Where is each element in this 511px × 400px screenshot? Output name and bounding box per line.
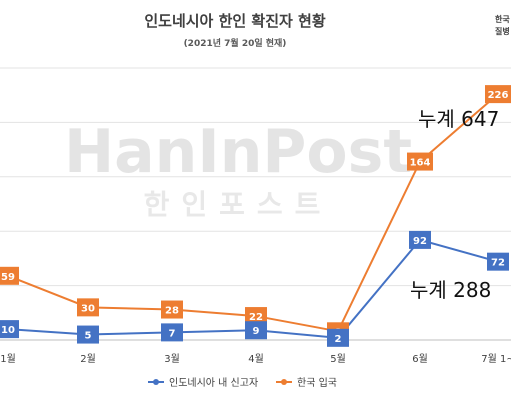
x-tick-label: 4월: [248, 353, 264, 365]
data-label-orange: 59: [1, 272, 15, 283]
data-point-blue: [327, 328, 349, 347]
data-point-orange: [485, 85, 511, 104]
data-point-blue: [245, 321, 267, 340]
data-point-orange: [161, 300, 183, 319]
x-tick-label: 3월: [164, 353, 180, 365]
data-point-blue: [161, 323, 183, 342]
data-label-blue: 92: [413, 236, 427, 247]
x-tick-label: 1월: [0, 353, 16, 365]
legend: 인도네시아 내 신고자 한국 입국: [148, 376, 337, 389]
chart-subtitle: (2021년 7월 20일 현재): [184, 37, 287, 49]
data-label-blue: 2: [335, 334, 342, 345]
x-tick-label: 2월: [80, 353, 96, 365]
legend-blue-label: 인도네시아 내 신고자: [169, 377, 258, 389]
data-label-orange: 226: [488, 90, 509, 101]
watermark-sub: 한인포스트: [144, 188, 333, 221]
data-point-orange: [77, 298, 99, 317]
data-label-orange: 164: [410, 158, 431, 169]
data-label-orange: 28: [165, 306, 179, 317]
legend-orange-marker: [281, 379, 287, 385]
data-label-blue: 72: [491, 258, 505, 269]
data-point-blue: [487, 252, 509, 271]
data-label-blue: 10: [1, 325, 15, 336]
x-axis-ticks: 1월 2월 3월 4월 5월 6월 7월 1~: [0, 353, 511, 365]
data-label-blue: 9: [253, 326, 260, 337]
series-layer: 5930282281642261057929272: [0, 85, 511, 347]
gridlines: [0, 67, 511, 341]
annotation-total-blue: 누계 288: [410, 278, 491, 302]
legend-blue-marker: [153, 379, 159, 385]
source-line-2: 질병: [495, 26, 510, 36]
annotation-total-orange: 누계 647: [418, 107, 499, 131]
data-label-orange: 30: [81, 303, 95, 314]
data-point-orange: [407, 152, 433, 171]
data-label-orange: 22: [249, 312, 263, 323]
x-tick-label: 5월: [330, 353, 346, 365]
data-label-blue: 7: [169, 328, 176, 339]
data-point-orange: [245, 307, 267, 326]
legend-orange-label: 한국 입국: [297, 376, 337, 389]
x-tick-label: 7월 1~: [481, 353, 511, 365]
data-point-blue: [409, 230, 431, 249]
watermark-main: HanInPost: [64, 117, 412, 187]
data-point-blue: [77, 325, 99, 344]
data-point-blue: [0, 320, 19, 339]
source-line-1: 한국: [495, 14, 510, 24]
data-label-blue: 5: [85, 331, 92, 342]
x-tick-label: 6월: [412, 353, 428, 365]
data-point-orange: [0, 266, 19, 285]
watermark: HanInPost 한인포스트: [64, 117, 412, 221]
chart-title: 인도네시아 한인 확진자 현황: [144, 12, 325, 30]
